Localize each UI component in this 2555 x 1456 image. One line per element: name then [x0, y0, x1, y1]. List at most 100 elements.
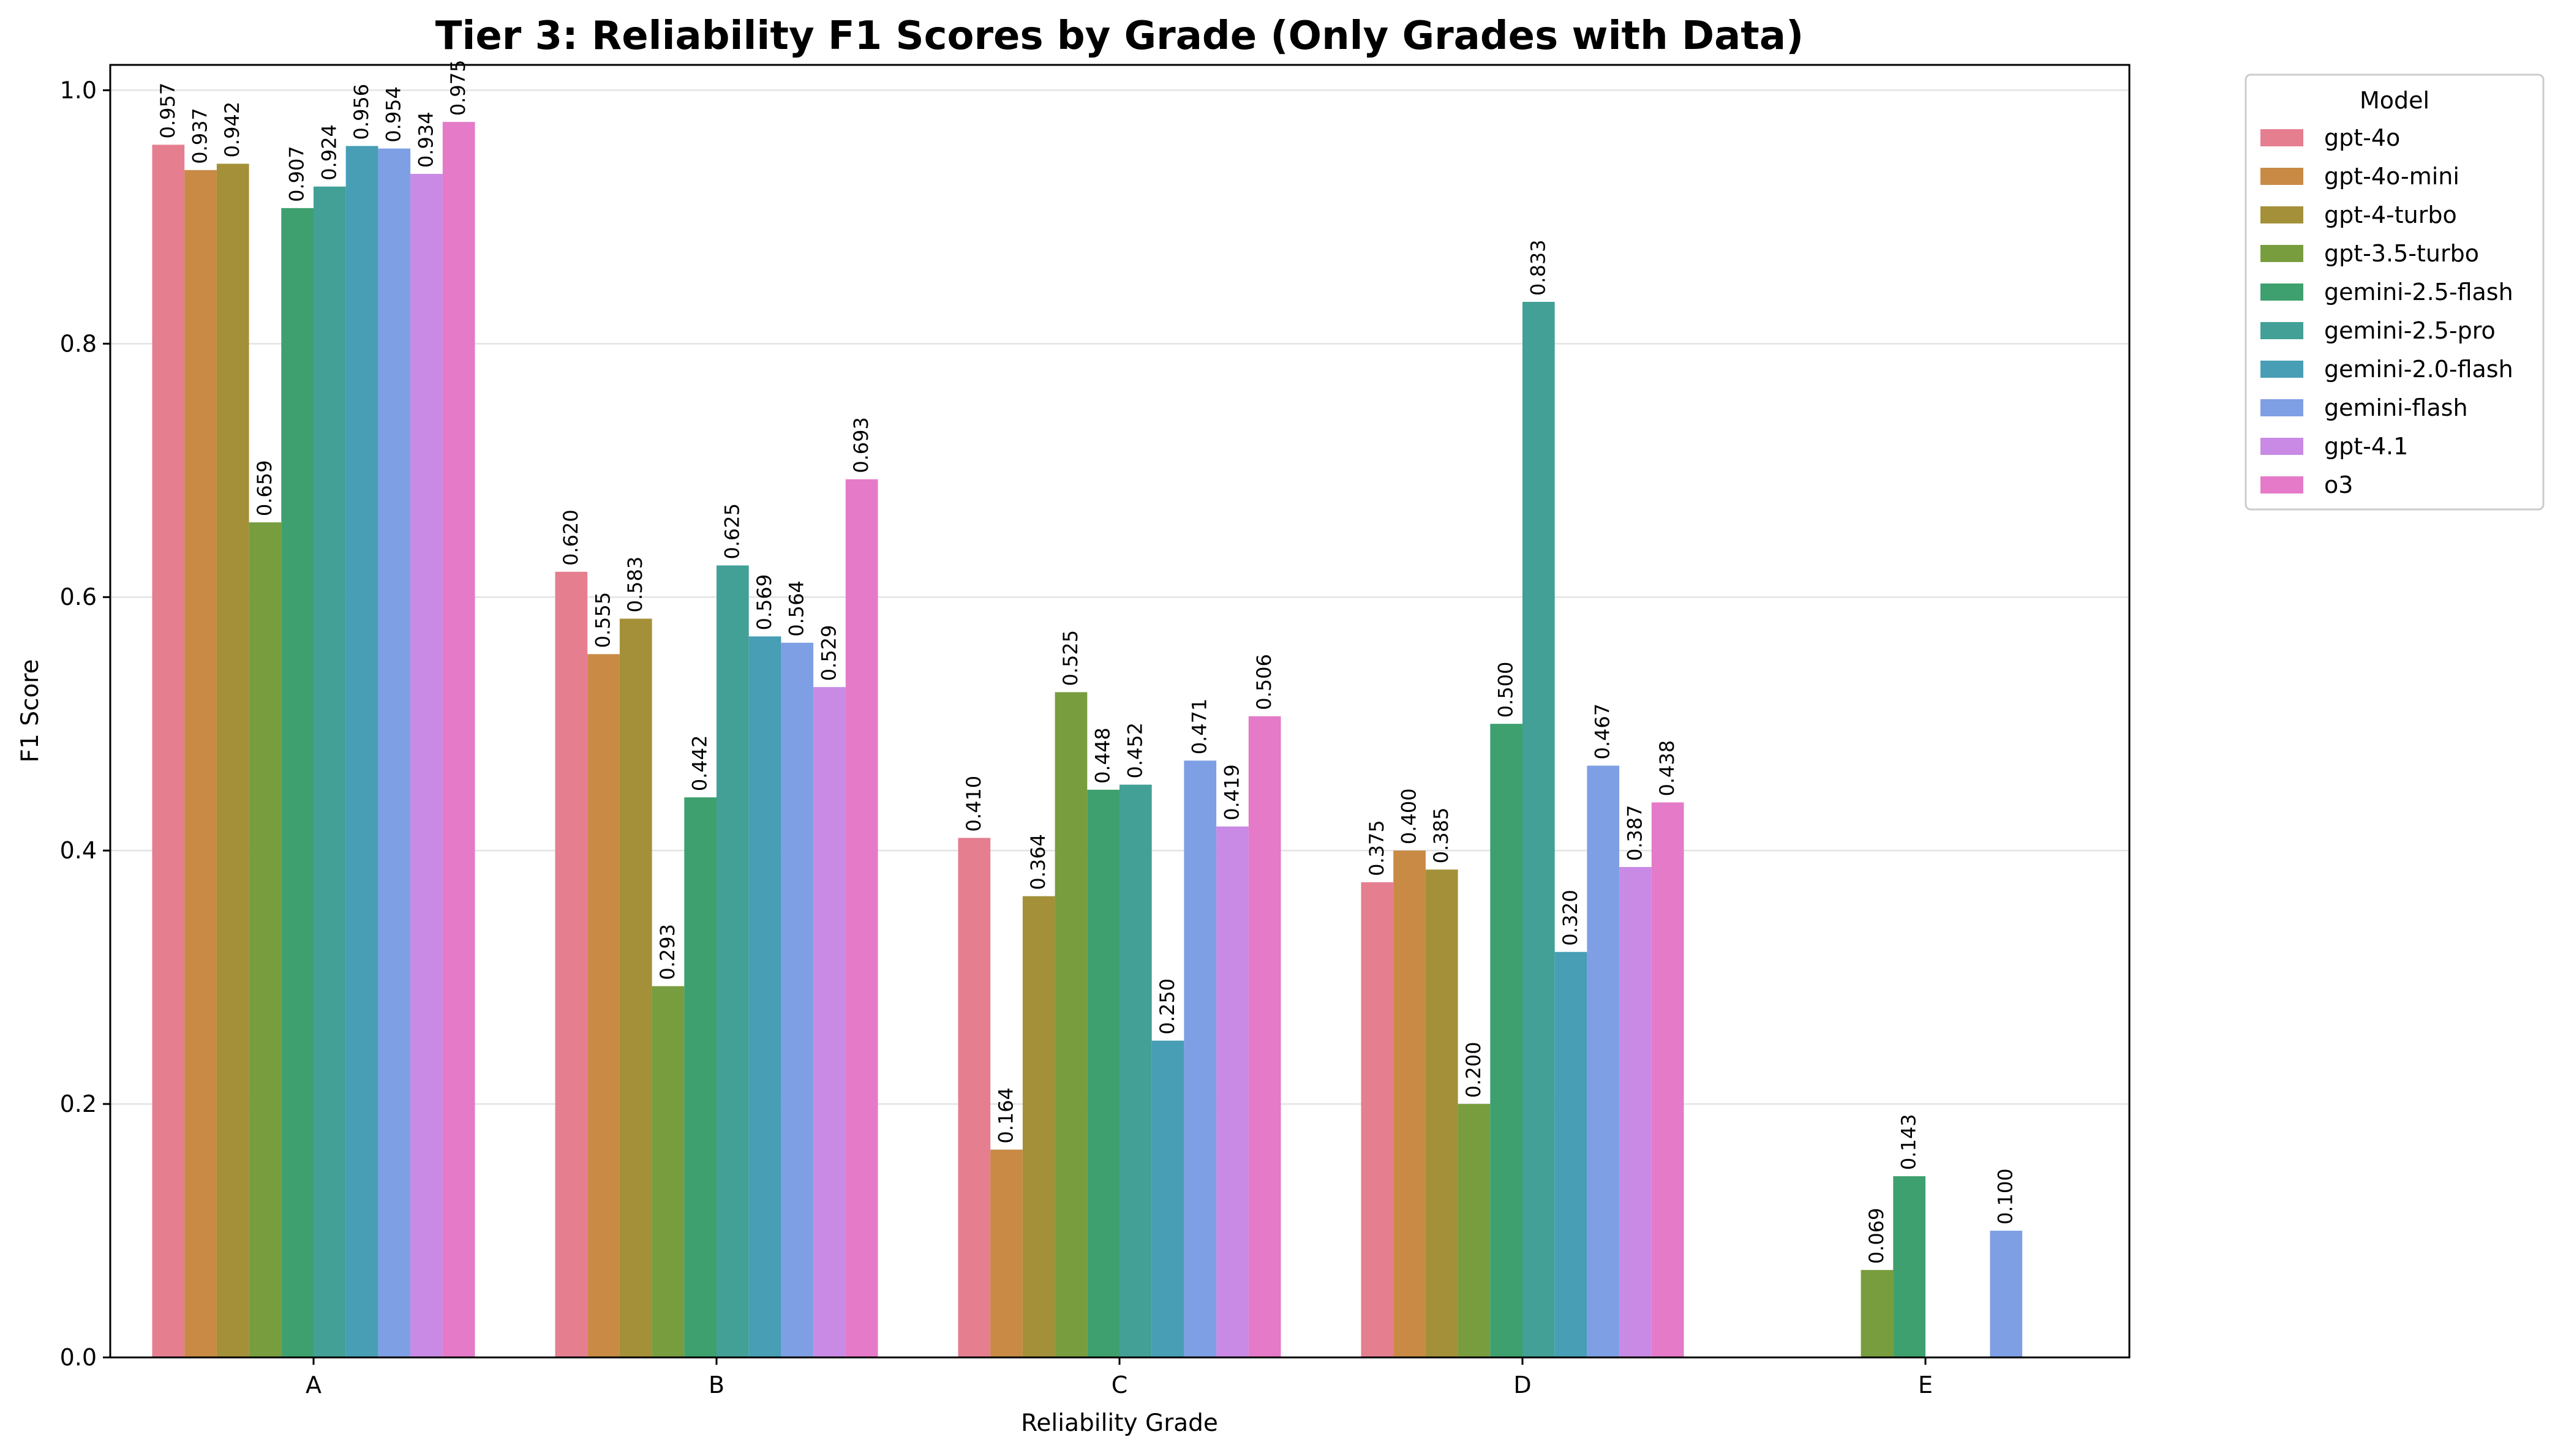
bar-gpt-3.5-turbo-d [1458, 1104, 1491, 1357]
x-tick-label-c: C [1112, 1372, 1128, 1398]
bar-value-label: 0.410 [962, 776, 985, 832]
legend-entry-gemini-2.0-flash: gemini-2.0-flash [2324, 356, 2513, 383]
bar-value-labels: 0.957 0.620 0.410 0.375 0.937 0.555 0.164 0.400… [156, 60, 2017, 1264]
bar-value-label: 0.693 [849, 417, 873, 473]
legend-entry-gemini-2.5-pro: gemini-2.5-pro [2324, 317, 2496, 344]
y-axis: 0.0 0.2 0.4 0.6 0.8 1.0 [60, 77, 110, 1371]
legend-swatch-gpt-4o [2260, 129, 2303, 146]
bar-gemini-2.5-pro-c [1119, 784, 1152, 1357]
legend-swatch-gpt-4o-mini [2260, 168, 2303, 185]
bar-gpt-4.1-c [1216, 826, 1249, 1357]
legend-entry-gpt-3.5-turbo: gpt-3.5-turbo [2324, 240, 2479, 267]
legend-swatch-gpt-4-turbo [2260, 206, 2303, 223]
legend-entry-o3: o3 [2324, 471, 2353, 498]
bar-gemini-2.5-pro-d [1522, 302, 1555, 1358]
bar-value-label: 0.143 [1897, 1114, 1921, 1170]
legend-swatch-gpt-4.1 [2260, 438, 2303, 455]
bar-o3-a [442, 122, 475, 1358]
bar-value-label: 0.400 [1398, 789, 1421, 845]
bar-gemini-2.5-flash-e [1893, 1176, 1925, 1357]
bar-value-label: 0.555 [592, 592, 615, 648]
x-tick-label-d: D [1513, 1372, 1531, 1398]
legend-swatch-gpt-3.5-turbo [2260, 245, 2303, 262]
y-tick-label: 0.8 [60, 330, 97, 357]
bar-value-label: 0.164 [995, 1087, 1018, 1144]
bar-gpt-4.1-a [410, 173, 443, 1357]
legend-entry-gemini-flash: gemini-flash [2324, 394, 2468, 421]
bar-value-label: 0.506 [1252, 654, 1276, 710]
bar-value-label: 0.583 [623, 557, 647, 613]
bar-value-label: 0.442 [688, 735, 712, 792]
bar-value-label: 0.438 [1655, 740, 1679, 797]
bar-gemini-2.5-flash-c [1087, 789, 1119, 1357]
x-tick-label-a: A [306, 1372, 322, 1398]
bar-value-label: 0.942 [220, 102, 244, 158]
bar-value-label: 0.200 [1462, 1041, 1485, 1098]
bar-gpt-3.5-turbo-c [1055, 692, 1088, 1357]
bar-value-label: 0.564 [785, 580, 808, 637]
legend-frame [2245, 73, 2545, 511]
legend-swatch-gemini-2.5-flash [2260, 283, 2303, 301]
bar-value-label: 0.385 [1429, 808, 1453, 864]
bar-value-label: 0.620 [559, 509, 582, 566]
bar-gpt-4-turbo-d [1425, 869, 1458, 1357]
bar-value-label: 0.625 [720, 503, 743, 560]
bar-value-label: 0.957 [156, 83, 179, 139]
bars [152, 122, 2023, 1358]
bar-gpt-3.5-turbo-b [652, 986, 685, 1357]
bar-gemini-2.5-pro-a [314, 186, 346, 1357]
bar-gpt-4o-mini-d [1393, 850, 1426, 1357]
bar-value-label: 0.250 [1156, 978, 1179, 1035]
bar-gpt-4-turbo-c [1022, 896, 1055, 1357]
legend: Model gpt-4o gpt-4o-mini gpt-4-turbo gpt-3.… [2245, 73, 2545, 511]
bar-gpt-4-turbo-b [619, 618, 652, 1357]
legend-entry-gpt-4o: gpt-4o [2324, 124, 2400, 151]
legend-entry-gpt-4-turbo: gpt-4-turbo [2324, 201, 2457, 228]
bar-gemini-2.5-pro-b [717, 565, 749, 1357]
legend-entry-gpt-4.1: gpt-4.1 [2324, 433, 2408, 460]
bar-gemini-flash-e [1990, 1231, 2023, 1357]
bar-value-label: 0.471 [1188, 699, 1211, 755]
bar-value-label: 0.975 [446, 60, 470, 116]
bar-gemini-2.0-flash-a [345, 146, 378, 1358]
legend-swatch-gemini-2.0-flash [2260, 361, 2303, 378]
bar-gpt-4o-d [1361, 882, 1394, 1357]
bar-value-label: 0.467 [1591, 704, 1614, 760]
legend-entry-gpt-4o-mini: gpt-4o-mini [2324, 163, 2459, 190]
x-tick-label-e: E [1918, 1372, 1933, 1398]
bar-value-label: 0.659 [253, 460, 276, 517]
bar-gemini-2.5-flash-d [1490, 724, 1522, 1357]
bar-value-label: 0.364 [1026, 834, 1050, 890]
bar-value-label: 0.500 [1494, 662, 1518, 718]
bar-gpt-4o-a [152, 144, 185, 1358]
bar-gemini-2.0-flash-b [748, 636, 781, 1357]
bar-value-label: 0.448 [1091, 727, 1115, 784]
chart-title: Tier 3: Reliability F1 Scores by Grade (… [435, 13, 1804, 59]
bar-gemini-2.5-flash-a [281, 208, 314, 1357]
bar-value-label: 0.419 [1220, 764, 1243, 820]
y-tick-label: 0.6 [60, 584, 97, 610]
y-tick-label: 0.2 [60, 1090, 97, 1117]
bar-gpt-4o-mini-b [587, 654, 620, 1357]
bar-value-label: 0.833 [1526, 239, 1549, 296]
bar-gemini-2.0-flash-d [1554, 951, 1587, 1357]
bar-o3-d [1651, 802, 1684, 1357]
bar-gpt-4.1-d [1619, 867, 1652, 1357]
bar-gemini-2.5-flash-b [684, 797, 717, 1357]
bar-value-label: 0.529 [817, 625, 840, 681]
x-tick-label-b: B [709, 1372, 724, 1398]
bar-value-label: 0.569 [753, 574, 776, 631]
bar-value-label: 0.956 [350, 84, 373, 140]
bar-value-label: 0.934 [414, 111, 437, 168]
legend-entry-gemini-2.5-flash: gemini-2.5-flash [2324, 279, 2513, 306]
legend-swatch-gemini-2.5-pro [2260, 322, 2303, 339]
bar-gemini-flash-b [781, 642, 814, 1357]
bar-gpt-4o-mini-a [184, 170, 217, 1357]
bar-gpt-4o-mini-c [990, 1149, 1023, 1357]
bar-value-label: 0.907 [285, 146, 309, 202]
bar-gemini-flash-c [1184, 760, 1217, 1357]
legend-title: Model [2360, 87, 2429, 114]
bar-gpt-4o-b [555, 571, 588, 1357]
bar-value-label: 0.387 [1623, 805, 1646, 861]
bar-value-label: 0.954 [382, 86, 405, 143]
